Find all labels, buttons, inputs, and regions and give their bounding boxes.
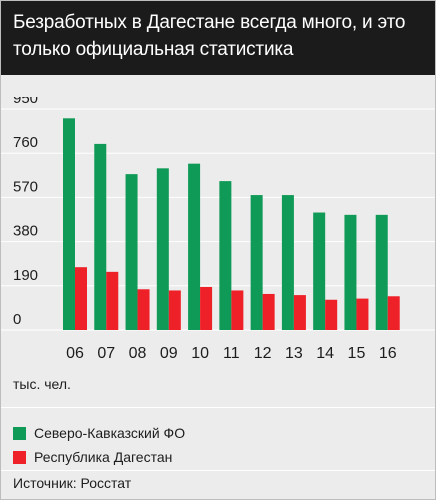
x-tick-label: 14 [316,345,334,362]
legend-divider-top [1,407,435,408]
bar-north-caucasus [94,143,107,330]
legend-item-north-caucasus: Северо-Кавказский ФО [13,423,185,443]
x-tick-label: 13 [285,345,303,362]
bar-dagestan [231,290,244,330]
legend-swatch-red [13,450,26,464]
y-tick-label: 0 [13,311,21,328]
legend-item-dagestan: Республика Дагестан [13,447,172,467]
bar-dagestan [293,295,306,330]
unit-label: тыс. чел. [13,376,71,392]
x-tick-label: 07 [97,345,115,362]
source-note: Источник: Росстат [13,475,132,491]
bar-north-caucasus [250,195,263,330]
bar-dagestan [106,271,119,330]
bar-dagestan [387,296,400,330]
x-tick-label: 06 [66,345,84,362]
y-tick-label: 950 [13,97,38,107]
x-tick-label: 08 [129,345,147,362]
legend-swatch-green [13,426,26,440]
bar-north-caucasus [63,118,75,330]
bar-north-caucasus [375,214,388,330]
x-tick-label: 10 [191,345,209,362]
legend-label-north-caucasus: Северо-Кавказский ФО [34,425,186,441]
x-tick-label: 16 [379,345,397,362]
bar-north-caucasus [313,212,326,330]
bar-dagestan [262,293,275,330]
y-tick-label: 760 [13,134,38,151]
x-tick-label: 12 [254,345,272,362]
legend-label-dagestan: Республика Дагестан [34,449,173,465]
bar-north-caucasus [156,168,169,330]
bar-dagestan [356,298,369,330]
x-tick-label: 15 [348,345,366,362]
x-tick-label: 11 [223,345,240,362]
bar-north-caucasus [344,214,357,330]
bar-dagestan [325,299,338,330]
bar-north-caucasus [219,181,232,330]
y-tick-label: 190 [13,267,38,284]
y-tick-label: 570 [13,178,38,195]
y-tick-label: 380 [13,223,38,240]
bar-north-caucasus [188,163,201,330]
bar-north-caucasus [281,195,294,330]
title-bar: Безработных в Дагестане всегда много, и … [1,1,435,75]
bar-dagestan [137,289,150,330]
chart-title: Безработных в Дагестане всегда много, и … [13,12,406,60]
x-tick-label: 09 [160,345,178,362]
bar-chart: 0 190 380 570 760 950 06 07 08 09 10 11 12 13 14 15 16 [1,97,435,362]
legend-divider-bottom [1,470,435,471]
bar-dagestan [75,267,87,330]
bar-dagestan [200,286,213,330]
bar-dagestan [168,290,181,330]
bar-north-caucasus [125,174,138,330]
